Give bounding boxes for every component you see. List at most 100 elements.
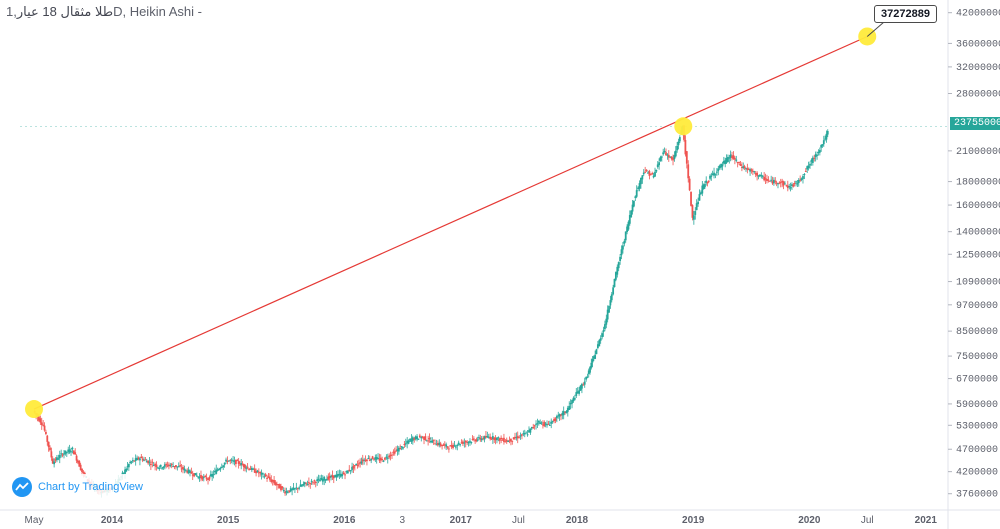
candle-body — [320, 477, 323, 481]
candle-body — [591, 359, 594, 363]
candle-body — [209, 474, 212, 477]
candle-body — [162, 466, 165, 468]
candle-body — [692, 215, 695, 220]
candle-body — [39, 418, 42, 423]
trendline-start-marker — [25, 400, 44, 419]
tradingview-watermark-label: Chart by TradingView — [38, 481, 143, 493]
trendline-target-callout[interactable]: 37272889 — [874, 5, 937, 23]
price-tick-label: 28000000 — [956, 90, 1000, 101]
candle-body — [289, 488, 292, 492]
candle-body — [731, 156, 733, 158]
candle-body — [360, 461, 363, 464]
candle-body — [558, 414, 561, 417]
candle-body — [262, 473, 264, 475]
candle-body — [768, 180, 771, 182]
candle-body — [702, 184, 705, 190]
candle-body — [145, 461, 148, 463]
candle-body — [770, 179, 773, 181]
candle-body — [475, 439, 478, 441]
candle-body — [235, 459, 237, 465]
candle-body — [121, 472, 124, 475]
candle-body — [747, 169, 750, 171]
candle-body — [727, 156, 729, 162]
candle-body — [691, 205, 694, 218]
candle-body — [301, 485, 303, 487]
candle-body — [760, 175, 763, 177]
candle-body — [331, 475, 334, 478]
candle-body — [180, 468, 183, 470]
candle-body — [335, 474, 338, 478]
candle-body — [725, 158, 728, 163]
price-axis[interactable]: 3760000 4200000 4700000 5300000 5900000 67000… — [947, 0, 1000, 529]
candle-body — [54, 459, 57, 461]
candle-body — [215, 469, 218, 474]
candle-body — [208, 477, 211, 480]
candle-body — [750, 169, 753, 171]
candle-body — [698, 194, 701, 201]
candle-body — [364, 459, 367, 461]
candle-body — [51, 458, 54, 464]
candle-body — [634, 196, 637, 198]
candle-body — [131, 460, 134, 462]
candle-body — [463, 442, 466, 444]
candle-body — [663, 150, 666, 152]
candle-body — [573, 398, 576, 400]
candle-body — [626, 226, 628, 233]
candle-body — [525, 432, 528, 434]
candle-body — [791, 184, 793, 187]
candle-body — [136, 457, 139, 461]
candle-body — [187, 469, 190, 473]
candle-body — [571, 400, 573, 404]
candle-body — [476, 439, 479, 441]
candle-body — [413, 438, 416, 440]
candle-body — [522, 433, 525, 435]
candle-body — [302, 483, 305, 486]
time-axis[interactable]: May 2014 2015 2016 3 2017 Jul 2018 2019 2020 Jul 20… — [0, 509, 1000, 526]
candle-body — [421, 436, 424, 438]
candle-body — [317, 478, 320, 480]
candle-body — [697, 201, 699, 205]
candle-body — [75, 455, 78, 461]
candle-body — [57, 458, 60, 460]
candle-body — [788, 186, 791, 188]
candle-body — [735, 159, 738, 161]
candle-body — [614, 272, 617, 280]
candle-body — [324, 479, 327, 481]
interval-label: 1D — [6, 4, 123, 19]
candle-body — [740, 166, 743, 168]
candle-body — [711, 173, 714, 176]
candle-body — [239, 464, 241, 466]
candle-body — [273, 480, 275, 484]
candle-body — [148, 461, 151, 463]
trendline — [33, 35, 868, 410]
candle-body — [543, 422, 546, 427]
candle-body — [551, 420, 554, 422]
candle-body — [169, 465, 172, 467]
candle-body — [533, 425, 536, 427]
candle-body — [485, 435, 487, 438]
candle-body — [374, 457, 377, 460]
candle-body — [450, 445, 453, 448]
candle-body — [82, 471, 85, 473]
candle-body — [244, 464, 246, 469]
candle-body — [547, 423, 550, 425]
candle-body — [566, 407, 569, 412]
candle-body — [139, 458, 141, 461]
candle-body — [720, 164, 722, 168]
candle-body — [205, 477, 208, 480]
candle-body — [71, 447, 74, 450]
trendline-layer — [25, 21, 885, 419]
candle-body — [560, 414, 562, 416]
candle-body — [130, 461, 133, 463]
candle-body — [404, 443, 407, 445]
candle-body — [309, 483, 312, 485]
candle-body — [386, 457, 389, 459]
candle-body — [471, 439, 474, 441]
candle-body — [628, 215, 631, 224]
tradingview-watermark[interactable]: Chart by TradingView — [8, 474, 151, 500]
candle-body — [717, 168, 720, 172]
candle-body — [822, 140, 825, 145]
candle-body — [651, 173, 654, 175]
candle-body — [685, 151, 688, 164]
